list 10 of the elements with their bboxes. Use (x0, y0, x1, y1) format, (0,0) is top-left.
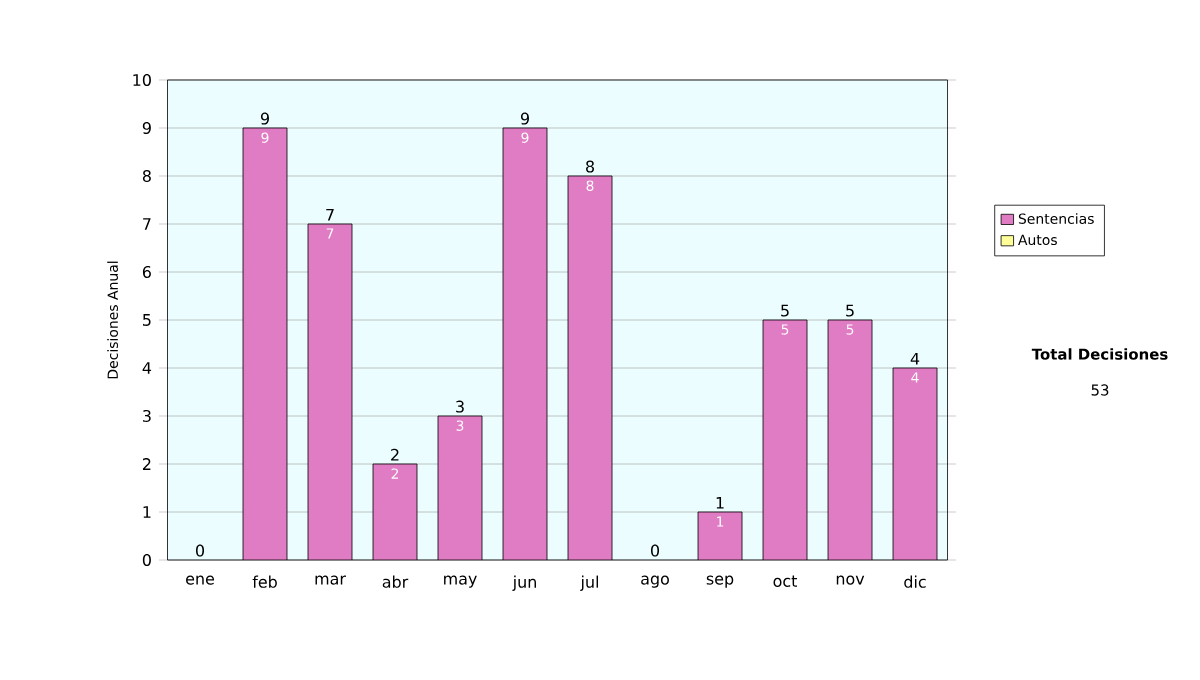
bar (438, 416, 483, 560)
bar (503, 127, 548, 560)
bar (697, 511, 743, 560)
bar (827, 319, 873, 560)
bar (568, 175, 613, 560)
bar (373, 464, 418, 560)
bar (892, 367, 938, 560)
bar (243, 127, 288, 560)
bar (308, 224, 353, 560)
bar (762, 319, 808, 560)
